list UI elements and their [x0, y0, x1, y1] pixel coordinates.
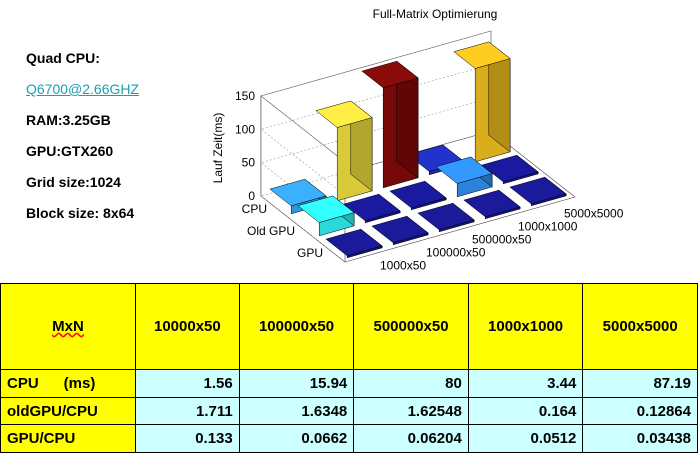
bar [297, 195, 355, 237]
bar-shade [393, 232, 429, 245]
cell: 80 [353, 369, 469, 398]
z-tick-label: 150 [235, 89, 255, 103]
bar [343, 193, 401, 224]
spec: Grid size:1024 [26, 174, 121, 190]
results-table: MxN 10000x50 100000x50 500000x50 1000x10… [0, 282, 698, 453]
bar [509, 176, 567, 207]
x-tick-label: 1000x1000 [518, 220, 578, 234]
header-cell: 100000x50 [238, 282, 355, 371]
header-cell: 1000x1000 [467, 282, 584, 371]
bar-top [481, 154, 539, 183]
cell: 3.44 [467, 369, 584, 398]
bar-shade [488, 41, 511, 152]
bar-shade [503, 171, 539, 184]
cell: 0.03438 [582, 424, 698, 453]
cell: 0.06204 [353, 424, 469, 453]
bar [481, 154, 539, 185]
header-cell: 5000x5000 [582, 282, 698, 371]
bar-shade [347, 245, 383, 258]
x-tick-label: 100000x50 [426, 246, 486, 260]
row-header: oldGPU/CPU [0, 396, 137, 426]
bar-top [453, 41, 511, 69]
header-cell: 10000x50 [135, 282, 240, 371]
table-row: CPU (ms) 1.56 15.94 80 3.44 87.19 [0, 369, 698, 398]
bar [463, 189, 521, 220]
cell: 0.133 [135, 424, 240, 453]
chart: Full-Matrix Optimierung Lauf Zeit(ms) 0 5… [211, 7, 624, 273]
bar-top [315, 100, 373, 128]
spec: Block size: 8x64 [26, 205, 135, 221]
spec-link[interactable]: Q6700@2.66GHZ [26, 81, 140, 97]
bar [371, 215, 429, 246]
bar-shade [439, 219, 475, 232]
spec: Quad CPU: [26, 50, 100, 66]
z-tick-label: 100 [235, 122, 255, 136]
bar-top [325, 228, 383, 257]
z-tick-label: 0 [248, 189, 255, 203]
bar [361, 60, 419, 189]
chart-title: Full-Matrix Optimierung [373, 7, 498, 21]
bar [453, 41, 511, 163]
table-row: oldGPU/CPU 1.711 1.6348 1.62548 0.164 0.12864 [0, 396, 698, 426]
row-label: GPU [297, 246, 323, 260]
header-cell: 500000x50 [353, 282, 469, 371]
header-row: MxN 10000x50 100000x50 500000x50 1000x10… [0, 282, 698, 371]
cell: 1.711 [135, 396, 240, 426]
header-cell: MxN [0, 282, 137, 371]
bar-top [343, 193, 401, 222]
table-row: GPU/CPU 0.133 0.0662 0.06204 0.0512 0.03438 [0, 424, 698, 453]
header-text: MxN [52, 318, 84, 336]
cell: 0.12864 [582, 396, 698, 426]
cell: 15.94 [238, 369, 355, 398]
bar-top [269, 178, 327, 207]
spec: GPU:GTX260 [26, 143, 114, 159]
bar [389, 180, 447, 211]
bar [417, 202, 475, 233]
bar-shade [365, 210, 401, 223]
x-tick-label: 1000x50 [380, 259, 426, 273]
bar-shade [485, 206, 521, 219]
cell: 0.0662 [238, 424, 355, 453]
specs: Quad CPU: Q6700@2.66GHZ RAM:3.25GB GPU:G… [26, 50, 139, 236]
bar-top [435, 156, 493, 184]
bar [315, 100, 373, 202]
z-tick-label: 50 [242, 156, 256, 170]
bar-top [463, 189, 521, 218]
cell: 0.0512 [467, 424, 584, 453]
x-tick-label: 500000x50 [472, 233, 532, 247]
x-tick-label: 5000x5000 [564, 207, 624, 221]
cell: 1.62548 [353, 396, 469, 426]
row-label: Old GPU [247, 224, 295, 238]
cell: 0.164 [467, 396, 584, 426]
cell: 87.19 [582, 369, 698, 398]
bar-top [389, 180, 447, 209]
bar-top [297, 195, 355, 223]
row-header: GPU/CPU [0, 424, 137, 453]
cell: 1.56 [135, 369, 240, 398]
bar [325, 228, 383, 259]
row-label: CPU [242, 202, 267, 216]
bar-shade [350, 100, 373, 191]
cell: 1.6348 [238, 396, 355, 426]
z-label: Lauf Zeit(ms) [211, 113, 225, 184]
bar-top [509, 176, 567, 205]
row-header: CPU (ms) [0, 369, 137, 398]
bar-shade [411, 197, 447, 210]
bar-shade [531, 193, 567, 206]
bar-shade [396, 61, 419, 178]
bar-top [371, 215, 429, 244]
bar-top [361, 60, 419, 89]
bar-top [417, 202, 475, 231]
bar [435, 156, 493, 198]
spec: RAM:3.25GB [26, 112, 111, 128]
